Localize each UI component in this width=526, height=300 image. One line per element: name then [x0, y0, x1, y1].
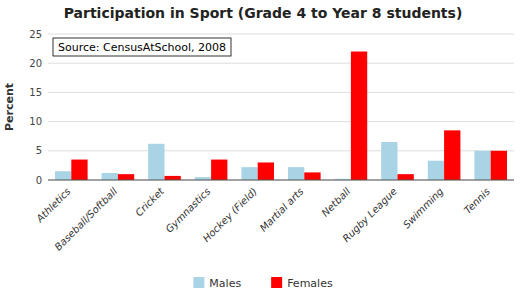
y-tick-label: 10	[29, 116, 42, 127]
legend-swatch	[193, 277, 204, 288]
y-tick-label: 20	[29, 58, 42, 69]
annotation-box: Source: CensusAtSchool, 2008	[53, 38, 231, 56]
bar	[241, 167, 257, 180]
title: Participation in Sport (Grade 4 to Year …	[64, 5, 463, 21]
bar	[55, 171, 71, 180]
y-axis-label: Percent	[3, 83, 16, 131]
x-tick-label: Swimming	[401, 186, 446, 231]
bar	[118, 174, 134, 180]
bar	[148, 144, 164, 180]
x-tick-label: Hockey (Field)	[201, 186, 260, 245]
grid-line	[48, 34, 514, 35]
chart-container: Participation in Sport (Grade 4 to Year …	[0, 0, 526, 300]
x-tick-label: Gymnastics	[163, 186, 212, 235]
x-tick-label: Martial arts	[258, 186, 306, 234]
grid-line	[48, 92, 514, 93]
x-tick-label: Baseball/Softball	[52, 185, 119, 252]
x-tick-label: Rugby League	[340, 186, 399, 245]
legend-label: Females	[287, 277, 333, 290]
bar	[491, 151, 507, 180]
grid-line	[48, 63, 514, 64]
legend: Males Females	[193, 277, 333, 290]
x-tick-label: Netball	[319, 185, 352, 218]
bar	[71, 160, 87, 180]
bar	[444, 130, 460, 180]
bar	[304, 172, 320, 180]
bar	[351, 52, 367, 180]
bar	[258, 162, 274, 180]
bar	[165, 176, 181, 180]
y-tick-label: 25	[29, 29, 42, 40]
bar	[102, 173, 118, 180]
bar	[398, 174, 414, 180]
x-tick-label: Athletics	[34, 186, 73, 225]
annotation-frame	[53, 38, 231, 56]
x-axis-line	[48, 180, 514, 181]
y-tick-label: 15	[29, 87, 42, 98]
grid-line	[48, 121, 514, 122]
x-tick-label: Tennis	[462, 186, 492, 216]
bar	[211, 160, 227, 180]
legend-swatch	[271, 277, 282, 288]
y-tick-label: 5	[36, 145, 42, 156]
annotation: Source: CensusAtSchool, 2008	[58, 41, 226, 54]
bar	[474, 151, 490, 180]
bar	[381, 142, 397, 180]
bar	[288, 167, 304, 180]
grid-line	[48, 180, 514, 181]
bar	[428, 161, 444, 180]
x-tick-label: Cricket	[133, 185, 166, 218]
chart-svg: Participation in Sport (Grade 4 to Year …	[0, 0, 526, 300]
grid	[48, 34, 514, 180]
bars	[55, 52, 507, 180]
y-tick-label: 0	[36, 175, 42, 186]
legend-label: Males	[209, 277, 241, 290]
